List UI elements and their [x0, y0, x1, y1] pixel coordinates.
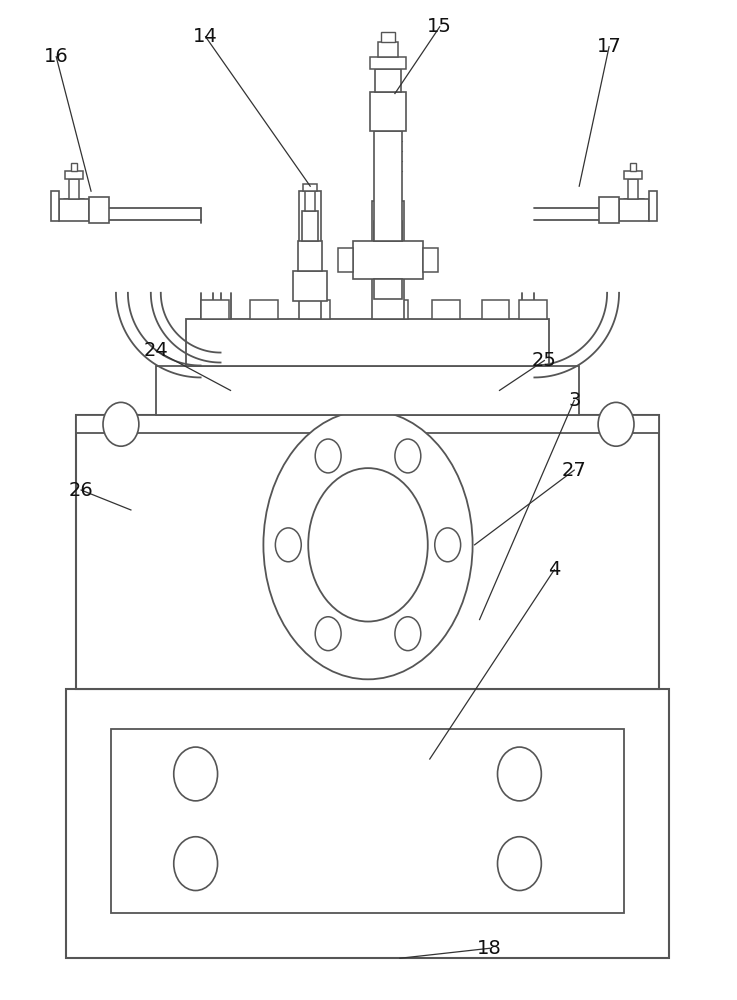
Bar	[375, 69, 401, 92]
Ellipse shape	[598, 402, 634, 446]
Bar	[370, 57, 406, 69]
Bar	[71, 163, 77, 171]
Text: 3: 3	[568, 391, 581, 410]
Text: 25: 25	[532, 351, 556, 370]
Bar	[353, 241, 423, 279]
Bar	[66, 689, 669, 958]
Bar	[381, 32, 395, 42]
Bar	[65, 171, 83, 179]
Ellipse shape	[263, 410, 472, 679]
Ellipse shape	[103, 402, 139, 446]
Bar	[89, 197, 109, 223]
Bar	[432, 300, 460, 319]
Bar	[481, 300, 509, 319]
Bar	[374, 131, 402, 241]
Bar	[111, 729, 624, 913]
Bar	[200, 300, 228, 319]
Bar	[76, 415, 659, 433]
Text: 4: 4	[548, 560, 560, 579]
Bar	[51, 191, 59, 221]
Bar	[649, 191, 657, 221]
Bar	[624, 171, 642, 179]
Ellipse shape	[395, 617, 421, 651]
Ellipse shape	[497, 837, 542, 891]
Bar	[423, 248, 438, 272]
Text: 24: 24	[144, 341, 168, 360]
Bar	[298, 241, 322, 271]
Ellipse shape	[435, 528, 461, 562]
Bar	[619, 199, 649, 221]
Bar	[630, 163, 636, 171]
Bar	[372, 201, 404, 319]
Text: 14: 14	[193, 27, 218, 46]
Bar	[338, 248, 353, 272]
Text: 16: 16	[43, 47, 69, 66]
Bar	[156, 366, 579, 415]
Ellipse shape	[276, 528, 301, 562]
Ellipse shape	[308, 468, 427, 622]
Bar	[599, 197, 619, 223]
Bar	[374, 279, 402, 299]
Text: 15: 15	[427, 17, 453, 36]
Bar	[380, 300, 408, 319]
Ellipse shape	[174, 747, 217, 801]
Bar	[628, 179, 638, 199]
Ellipse shape	[315, 439, 341, 473]
Bar	[186, 319, 549, 366]
Bar	[76, 415, 659, 689]
Ellipse shape	[395, 439, 421, 473]
Bar	[520, 300, 548, 319]
Bar	[370, 92, 406, 131]
Ellipse shape	[315, 617, 341, 651]
Bar	[305, 191, 315, 211]
Ellipse shape	[497, 747, 542, 801]
Bar	[303, 184, 317, 191]
Text: 17: 17	[597, 37, 621, 56]
Text: 18: 18	[477, 939, 502, 958]
Bar	[293, 271, 327, 301]
Bar	[69, 179, 79, 199]
Bar	[378, 42, 398, 57]
Bar	[374, 221, 402, 241]
Bar	[302, 211, 318, 241]
Ellipse shape	[174, 837, 217, 891]
Bar	[251, 300, 279, 319]
Text: 26: 26	[69, 481, 94, 500]
Bar	[302, 300, 330, 319]
Text: 27: 27	[562, 461, 587, 480]
Bar	[299, 191, 321, 319]
Bar	[59, 199, 89, 221]
